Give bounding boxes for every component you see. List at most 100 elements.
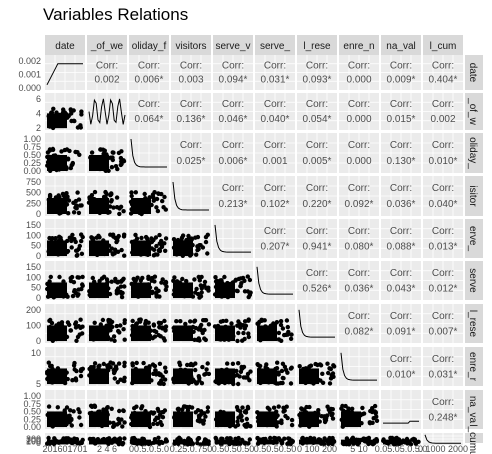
scatter-point bbox=[108, 438, 114, 444]
scatter-point bbox=[104, 277, 110, 282]
scatter-dense-area bbox=[47, 155, 67, 171]
scatter-point bbox=[74, 248, 80, 253]
scatter-point bbox=[71, 108, 76, 113]
scatter-point bbox=[118, 162, 124, 168]
scatter-point bbox=[235, 288, 240, 294]
scatter-point bbox=[101, 407, 106, 412]
scatter-point bbox=[154, 196, 160, 202]
scatter-point bbox=[361, 411, 367, 416]
scatter-point bbox=[276, 436, 282, 441]
corr-label: Corr: bbox=[432, 354, 454, 365]
scatter-point bbox=[402, 440, 408, 445]
scatter-point bbox=[283, 367, 289, 373]
panel-4-8: Corr: 0.088* bbox=[381, 219, 421, 258]
corr-label: Corr: bbox=[306, 268, 328, 279]
top-strip-label-2: oliday_f bbox=[132, 41, 167, 52]
scatter-dense-area bbox=[299, 411, 319, 428]
scatter-point bbox=[63, 436, 69, 441]
scatter-point bbox=[189, 236, 194, 241]
scatter-point bbox=[66, 211, 71, 216]
scatter-point bbox=[75, 190, 80, 195]
scatter-point bbox=[278, 322, 284, 328]
y-tick-label: 0.25 bbox=[23, 414, 41, 424]
scatter-point bbox=[92, 403, 97, 408]
right-strip-9 bbox=[465, 433, 483, 443]
right-strip-4 bbox=[465, 219, 483, 258]
scatter-point bbox=[279, 368, 285, 374]
panel-9-8 bbox=[381, 433, 421, 447]
scatter-point bbox=[113, 164, 119, 169]
scatter-point bbox=[109, 279, 114, 284]
panel-2-0 bbox=[45, 133, 85, 173]
scatter-point bbox=[111, 334, 117, 339]
y-tick-label: 10 bbox=[31, 348, 41, 358]
scatter-point bbox=[72, 437, 77, 443]
scatter-dense-area bbox=[47, 325, 67, 342]
top-strip-label-4: serve_v bbox=[215, 41, 250, 52]
scatter-point bbox=[53, 236, 58, 241]
scatter-point bbox=[192, 277, 197, 282]
scatter-point bbox=[289, 422, 295, 428]
right-strip-8 bbox=[465, 390, 483, 429]
density-line bbox=[383, 420, 419, 424]
scatter-point bbox=[75, 275, 80, 280]
scatter-point bbox=[152, 363, 158, 369]
panel-6-8: Corr: 0.091* bbox=[381, 304, 421, 343]
scatter-point bbox=[152, 334, 158, 339]
scatter-point bbox=[78, 317, 83, 322]
y-tick-label: 0 bbox=[36, 251, 41, 261]
panel-9-9 bbox=[423, 433, 463, 445]
scatter-point bbox=[153, 368, 158, 373]
scatter-point bbox=[225, 361, 230, 366]
scatter-point bbox=[194, 286, 199, 292]
scatter-point bbox=[113, 364, 119, 369]
corr-label: Corr: bbox=[264, 183, 286, 194]
scatter-point bbox=[115, 280, 120, 285]
scatter-point bbox=[55, 405, 60, 410]
scatter-point bbox=[160, 325, 165, 330]
scatter-point bbox=[278, 380, 283, 386]
panel-4-6: Corr: 0.941* bbox=[297, 219, 337, 258]
scatter-point bbox=[142, 191, 147, 197]
scatter-point bbox=[119, 279, 124, 284]
corr-label: Corr: bbox=[306, 99, 328, 110]
corr-value: 0.005* bbox=[303, 156, 332, 167]
scatter-point bbox=[320, 439, 325, 445]
scatter-point bbox=[78, 367, 84, 372]
scatter-point bbox=[104, 405, 110, 411]
scatter-point bbox=[289, 332, 294, 337]
scatter-point bbox=[114, 438, 119, 443]
scatter-point bbox=[117, 211, 122, 217]
scatter-point bbox=[326, 370, 331, 376]
corr-value: 0.040* bbox=[429, 199, 458, 210]
panel-8-2 bbox=[129, 390, 169, 430]
scatter-point bbox=[111, 370, 117, 376]
scatter-point bbox=[197, 295, 202, 300]
scatter-point bbox=[235, 323, 240, 328]
corr-value: 0.001 bbox=[262, 156, 287, 167]
scatter-point bbox=[65, 194, 70, 199]
panel-4-3 bbox=[171, 219, 211, 258]
right-strip-label-8: na_va bbox=[467, 396, 478, 424]
y-tick-label: 0 bbox=[36, 209, 41, 219]
y-tick-label: 0.002 bbox=[18, 56, 41, 66]
scatter-dense-area bbox=[89, 368, 109, 385]
corr-value: 0.010* bbox=[387, 369, 416, 380]
scatter-point bbox=[68, 328, 74, 333]
scatter-point bbox=[111, 205, 116, 210]
corr-label: Corr: bbox=[306, 60, 328, 71]
scatter-point bbox=[49, 363, 54, 369]
scatter-point bbox=[79, 286, 84, 292]
corr-value: 0.094* bbox=[219, 74, 248, 85]
scatter-point bbox=[69, 423, 75, 428]
scatter-point bbox=[163, 236, 169, 241]
panel-3-0 bbox=[45, 176, 85, 216]
corr-value: 0.015* bbox=[387, 114, 416, 125]
scatter-point bbox=[213, 435, 218, 441]
scatter-point bbox=[193, 410, 198, 415]
scatter-point bbox=[71, 280, 77, 285]
scatter-point bbox=[218, 319, 224, 324]
scatter-point bbox=[122, 360, 127, 365]
scatter-point bbox=[242, 409, 248, 415]
scatter-point bbox=[197, 415, 202, 420]
